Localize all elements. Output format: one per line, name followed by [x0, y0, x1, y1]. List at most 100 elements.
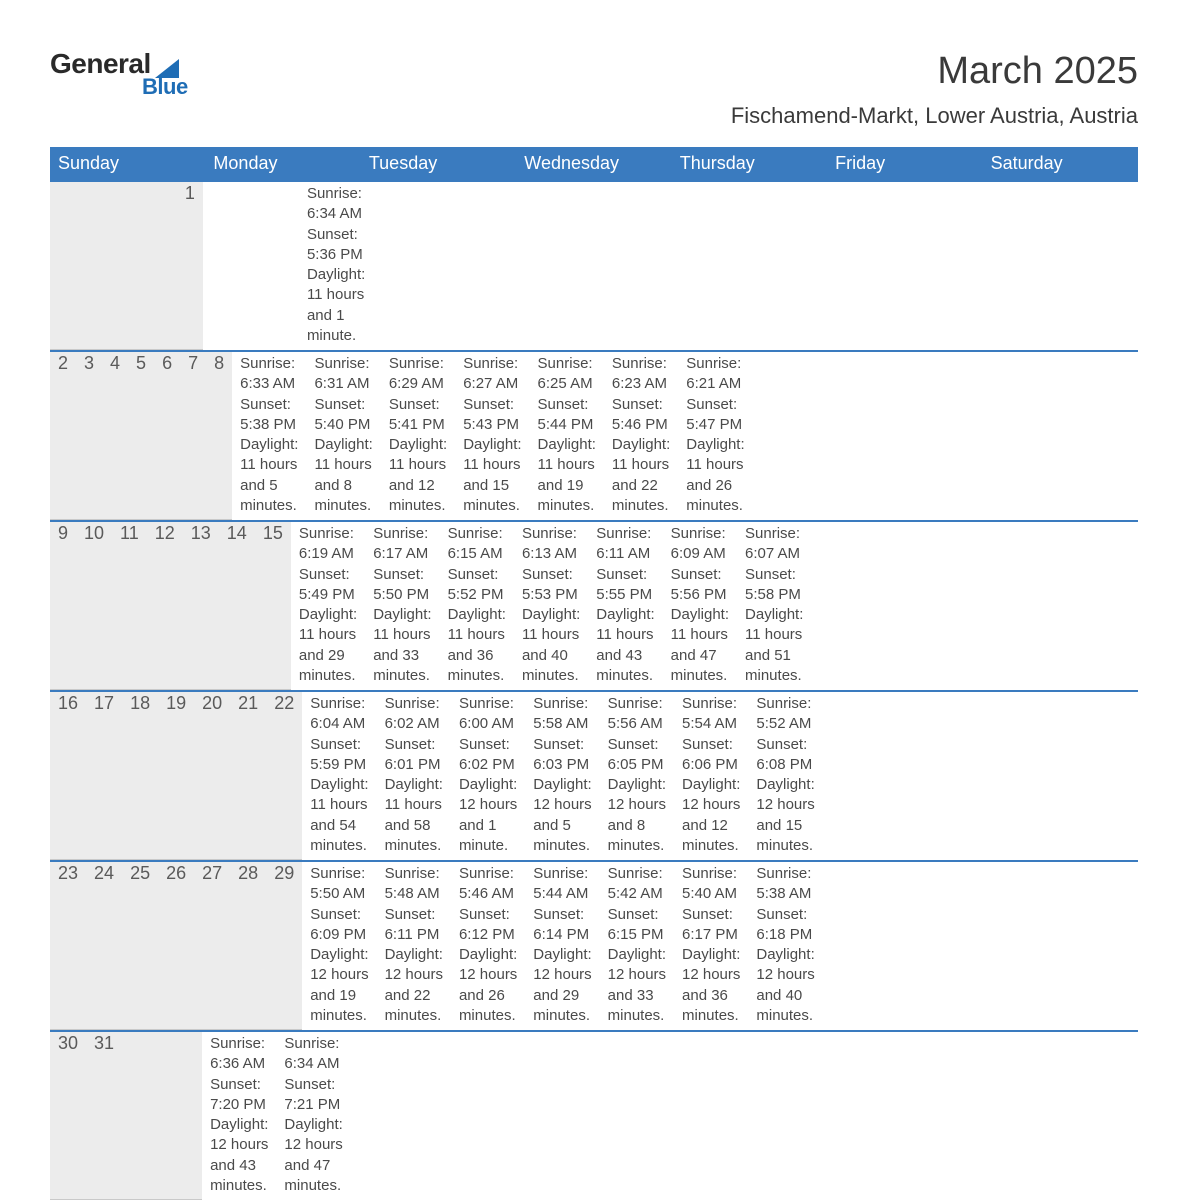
day-body-row: Sunrise: 6:34 AMSunset: 5:36 PMDaylight:…	[203, 182, 373, 350]
logo-text-blue: Blue	[142, 76, 188, 98]
weekday-header-row: Sunday Monday Tuesday Wednesday Thursday…	[50, 147, 1138, 182]
daylight2-text: and 47 minutes.	[671, 646, 729, 687]
sunrise-text: Sunrise: 6:02 AM	[385, 694, 443, 735]
day-number: 6	[154, 352, 180, 377]
sunset-text: Sunset: 5:36 PM	[307, 225, 365, 266]
day-cell: Sunrise: 6:04 AMSunset: 5:59 PMDaylight:…	[302, 692, 376, 860]
sunrise-text: Sunrise: 5:50 AM	[310, 864, 368, 905]
daylight1-text: Daylight: 12 hours	[682, 775, 740, 816]
daylight2-text: and 51 minutes.	[745, 646, 803, 687]
sunset-text: Sunset: 6:09 PM	[310, 905, 368, 946]
weekday-header: Thursday	[672, 147, 827, 180]
week: 2345678Sunrise: 6:33 AMSunset: 5:38 PMDa…	[50, 352, 1138, 522]
daylight1-text: Daylight: 11 hours	[671, 605, 729, 646]
day-cell	[383, 1032, 399, 1200]
day-cell: Sunrise: 6:15 AMSunset: 5:52 PMDaylight:…	[440, 522, 514, 690]
sunrise-text: Sunrise: 6:11 AM	[596, 524, 654, 565]
daylight2-text: and 12 minutes.	[682, 816, 740, 857]
daylight2-text: and 47 minutes.	[284, 1156, 342, 1197]
day-number	[170, 1032, 186, 1057]
day-number: 25	[122, 862, 158, 887]
sunrise-text: Sunrise: 6:07 AM	[745, 524, 803, 565]
daylight2-text: and 26 minutes.	[459, 986, 517, 1027]
day-body-row: Sunrise: 6:33 AMSunset: 5:38 PMDaylight:…	[232, 352, 753, 520]
weekday-header: Sunday	[50, 147, 205, 180]
sunset-text: Sunset: 6:05 PM	[608, 735, 666, 776]
daylight2-text: and 5 minutes.	[240, 476, 298, 517]
day-cell	[203, 182, 219, 350]
day-number-row: 16171819202122	[50, 692, 302, 860]
day-number: 30	[50, 1032, 86, 1057]
sunset-text: Sunset: 5:50 PM	[373, 565, 431, 606]
sunrise-text: Sunrise: 5:40 AM	[682, 864, 740, 905]
day-number: 22	[266, 692, 302, 717]
day-number: 1	[177, 182, 203, 207]
day-cell: Sunrise: 5:56 AMSunset: 6:05 PMDaylight:…	[600, 692, 674, 860]
sunrise-text: Sunrise: 6:00 AM	[459, 694, 517, 735]
day-number-row: 23242526272829	[50, 862, 302, 1030]
day-number: 28	[230, 862, 266, 887]
day-number: 19	[158, 692, 194, 717]
day-number	[186, 1032, 202, 1057]
day-number: 26	[158, 862, 194, 887]
daylight2-text: and 22 minutes.	[612, 476, 670, 517]
day-number: 18	[122, 692, 158, 717]
daylight1-text: Daylight: 11 hours	[686, 435, 744, 476]
sunrise-text: Sunrise: 6:17 AM	[373, 524, 431, 565]
day-cell: Sunrise: 6:34 AMSunset: 5:36 PMDaylight:…	[299, 182, 373, 350]
day-number	[113, 182, 134, 207]
daylight2-text: and 19 minutes.	[538, 476, 596, 517]
day-cell: Sunrise: 6:29 AMSunset: 5:41 PMDaylight:…	[381, 352, 455, 520]
weekday-header: Friday	[827, 147, 982, 180]
day-cell: Sunrise: 5:50 AMSunset: 6:09 PMDaylight:…	[302, 862, 376, 1030]
sunset-text: Sunset: 6:17 PM	[682, 905, 740, 946]
sunrise-text: Sunrise: 5:44 AM	[533, 864, 591, 905]
logo-text-general: General	[50, 50, 151, 78]
daylight1-text: Daylight: 11 hours	[240, 435, 298, 476]
sunset-text: Sunset: 6:08 PM	[756, 735, 814, 776]
sunrise-text: Sunrise: 6:04 AM	[310, 694, 368, 735]
day-cell: Sunrise: 5:54 AMSunset: 6:06 PMDaylight:…	[674, 692, 748, 860]
daylight2-text: and 15 minutes.	[463, 476, 521, 517]
daylight1-text: Daylight: 12 hours	[682, 945, 740, 986]
day-number: 27	[194, 862, 230, 887]
daylight2-text: and 8 minutes.	[608, 816, 666, 857]
daylight1-text: Daylight: 11 hours	[310, 775, 368, 816]
day-number: 17	[86, 692, 122, 717]
daylight1-text: Daylight: 12 hours	[385, 945, 443, 986]
week: 23242526272829Sunrise: 5:50 AMSunset: 6:…	[50, 862, 1138, 1032]
day-number: 11	[112, 522, 147, 547]
daylight1-text: Daylight: 11 hours	[522, 605, 580, 646]
day-number	[138, 1032, 154, 1057]
day-cell: Sunrise: 6:27 AMSunset: 5:43 PMDaylight:…	[455, 352, 529, 520]
sunrise-text: Sunrise: 6:23 AM	[612, 354, 670, 395]
sunset-text: Sunset: 5:59 PM	[310, 735, 368, 776]
daylight2-text: and 54 minutes.	[310, 816, 368, 857]
sunset-text: Sunset: 6:01 PM	[385, 735, 443, 776]
day-cell: Sunrise: 6:07 AMSunset: 5:58 PMDaylight:…	[737, 522, 811, 690]
day-number: 3	[76, 352, 102, 377]
day-cell: Sunrise: 6:13 AMSunset: 5:53 PMDaylight:…	[514, 522, 588, 690]
sunset-text: Sunset: 6:18 PM	[756, 905, 814, 946]
day-number: 7	[180, 352, 206, 377]
sunset-text: Sunset: 7:21 PM	[284, 1075, 342, 1116]
day-cell: Sunrise: 5:44 AMSunset: 6:14 PMDaylight:…	[525, 862, 599, 1030]
daylight2-text: and 22 minutes.	[385, 986, 443, 1027]
daylight1-text: Daylight: 12 hours	[310, 945, 368, 986]
day-cell	[351, 1032, 367, 1200]
daylight2-text: and 58 minutes.	[385, 816, 443, 857]
day-number: 2	[50, 352, 76, 377]
sunrise-text: Sunrise: 5:46 AM	[459, 864, 517, 905]
page-header: General Blue March 2025 Fischamend-Markt…	[50, 50, 1138, 129]
daylight1-text: Daylight: 11 hours	[389, 435, 447, 476]
day-cell	[219, 182, 235, 350]
weekday-header: Saturday	[983, 147, 1138, 180]
sunset-text: Sunset: 5:52 PM	[448, 565, 506, 606]
day-cell: Sunrise: 6:36 AMSunset: 7:20 PMDaylight:…	[202, 1032, 276, 1200]
day-cell: Sunrise: 6:25 AMSunset: 5:44 PMDaylight:…	[530, 352, 604, 520]
day-number: 5	[128, 352, 154, 377]
daylight1-text: Daylight: 11 hours	[299, 605, 357, 646]
title-block: March 2025 Fischamend-Markt, Lower Austr…	[731, 50, 1138, 129]
day-cell: Sunrise: 5:38 AMSunset: 6:18 PMDaylight:…	[748, 862, 822, 1030]
sunset-text: Sunset: 5:44 PM	[538, 395, 596, 436]
